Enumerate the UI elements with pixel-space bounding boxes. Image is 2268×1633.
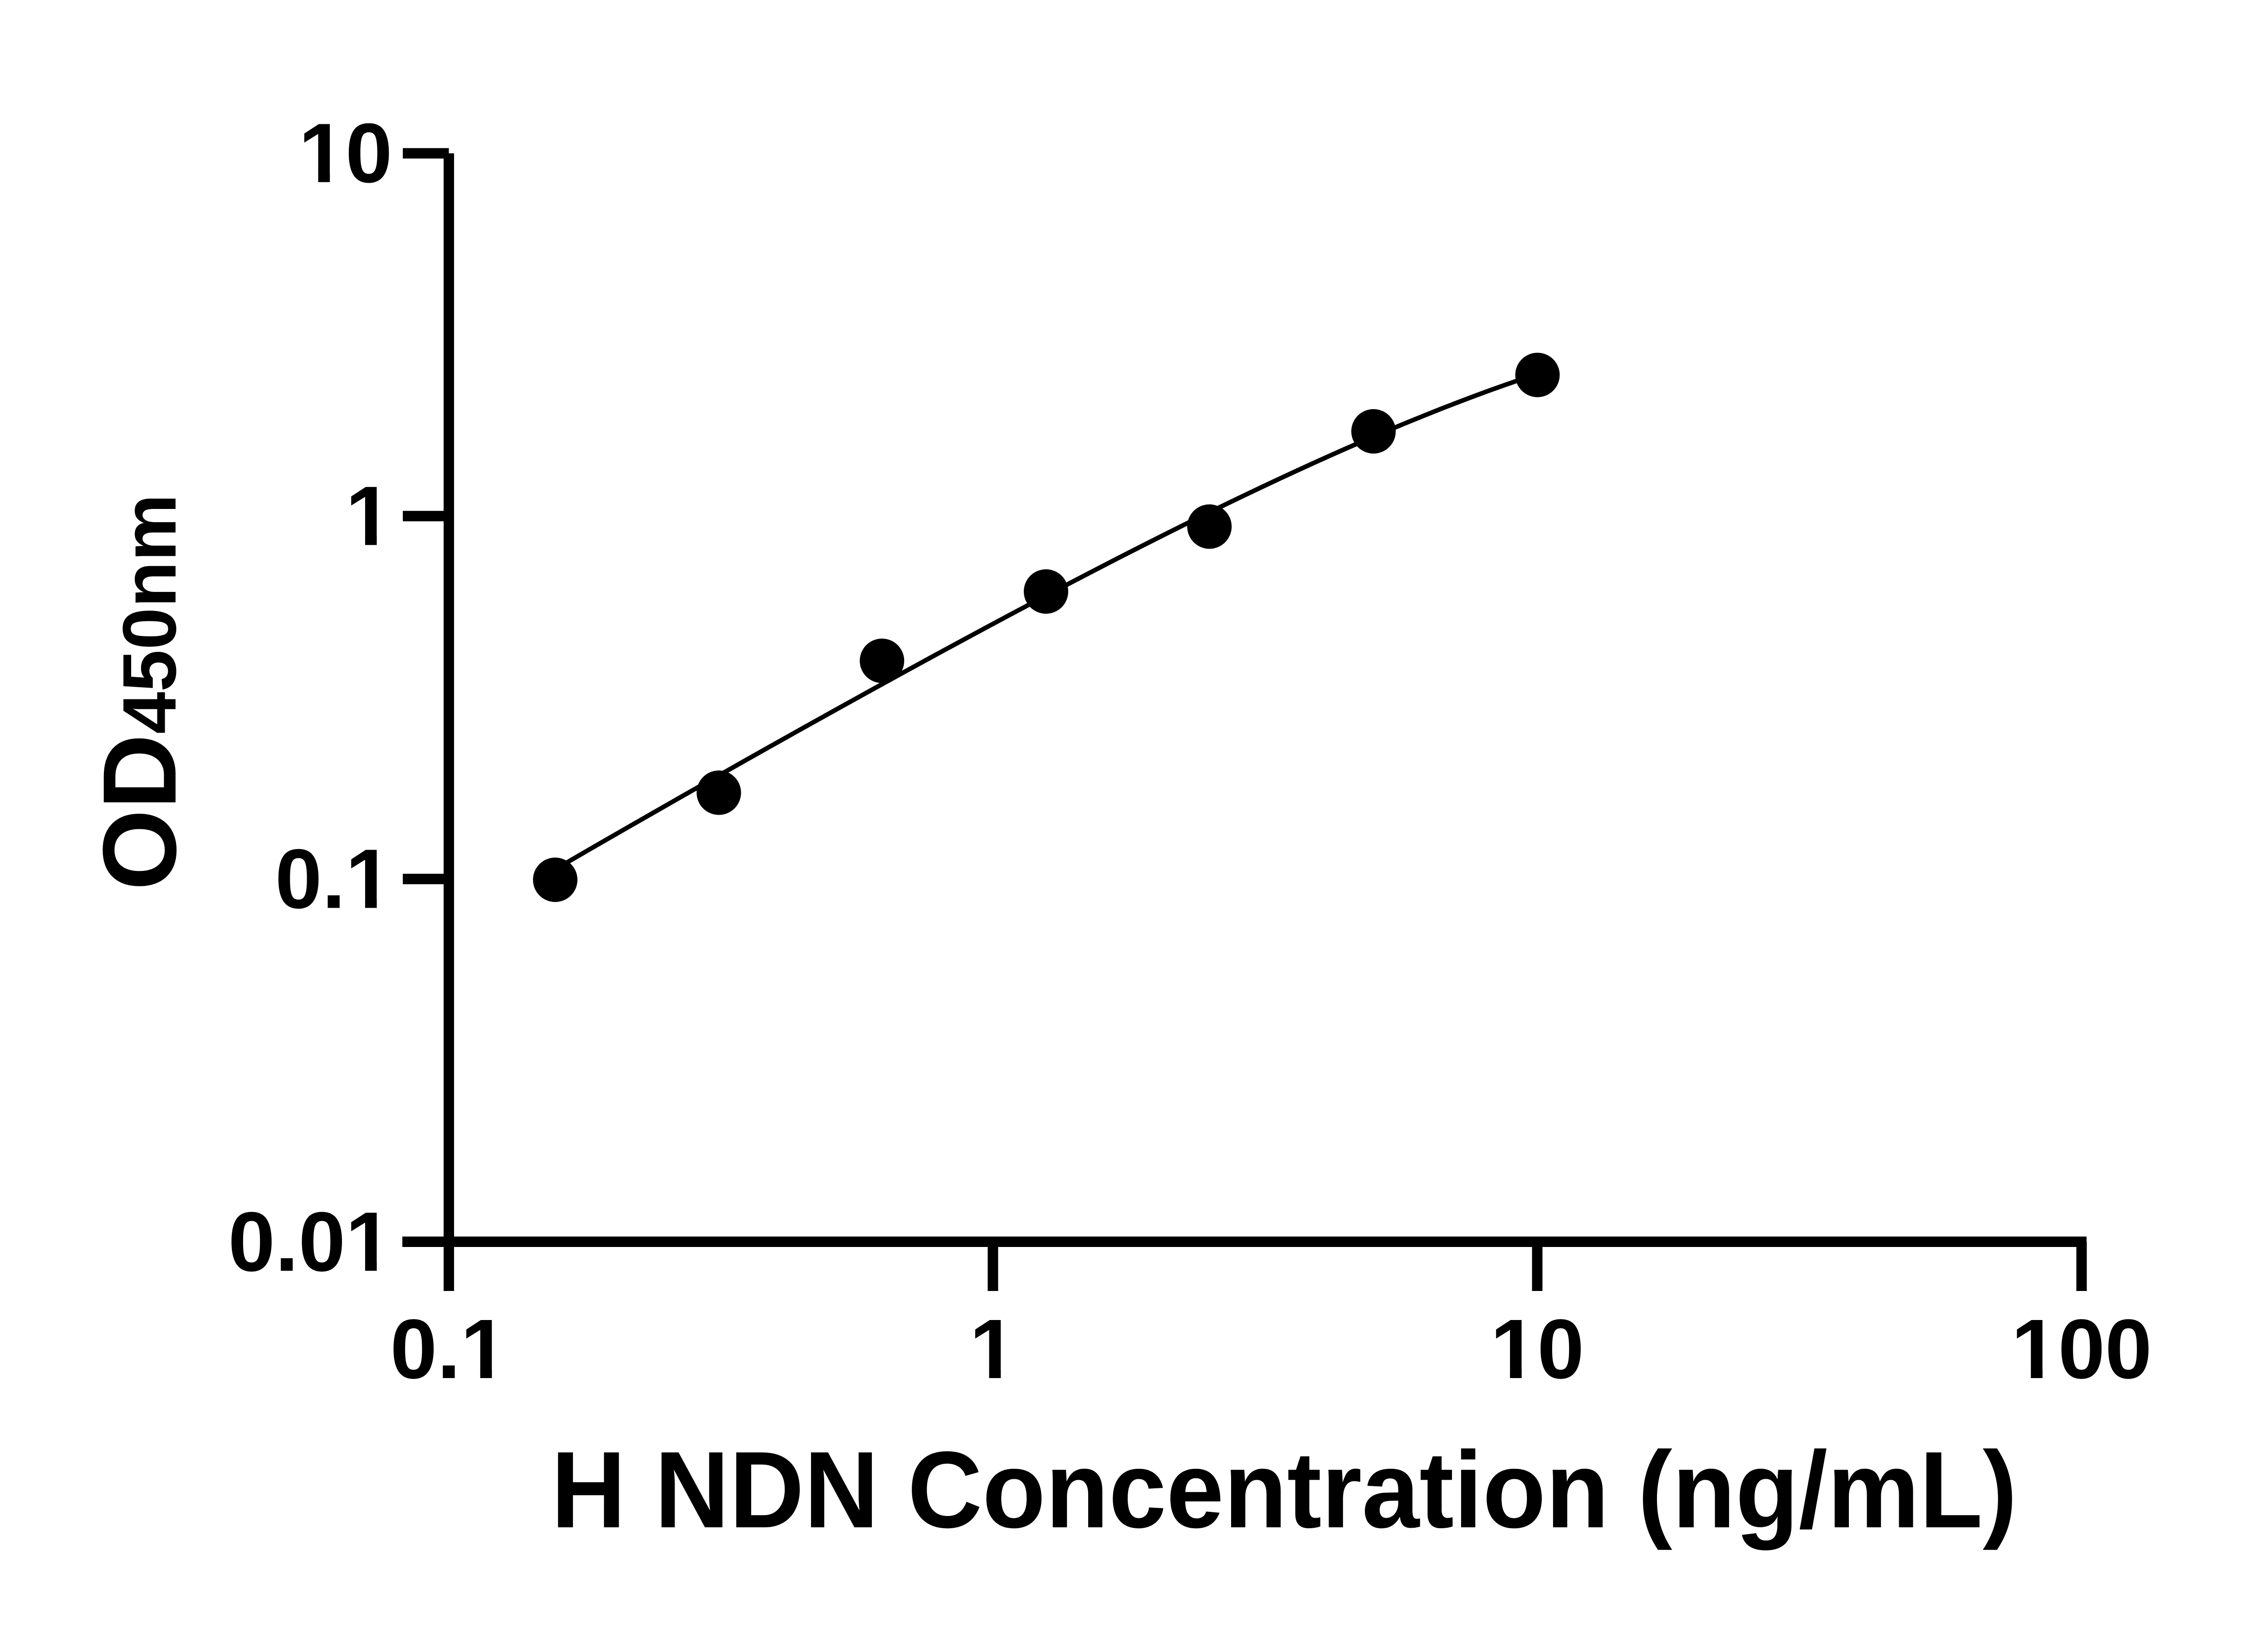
- svg-text:OD450nm: OD450nm: [81, 494, 198, 890]
- svg-text:0.1: 0.1: [275, 832, 392, 926]
- svg-text:0.1: 0.1: [390, 1302, 508, 1396]
- svg-text:100: 100: [2011, 1302, 2152, 1396]
- svg-text:H NDN Concentration (ng/mL): H NDN Concentration (ng/mL): [551, 1429, 2017, 1550]
- svg-text:0.01: 0.01: [228, 1195, 392, 1289]
- svg-text:1: 1: [346, 469, 392, 563]
- svg-text:10: 10: [1491, 1302, 1584, 1396]
- svg-text:10: 10: [298, 107, 392, 200]
- svg-text:1: 1: [969, 1302, 1016, 1396]
